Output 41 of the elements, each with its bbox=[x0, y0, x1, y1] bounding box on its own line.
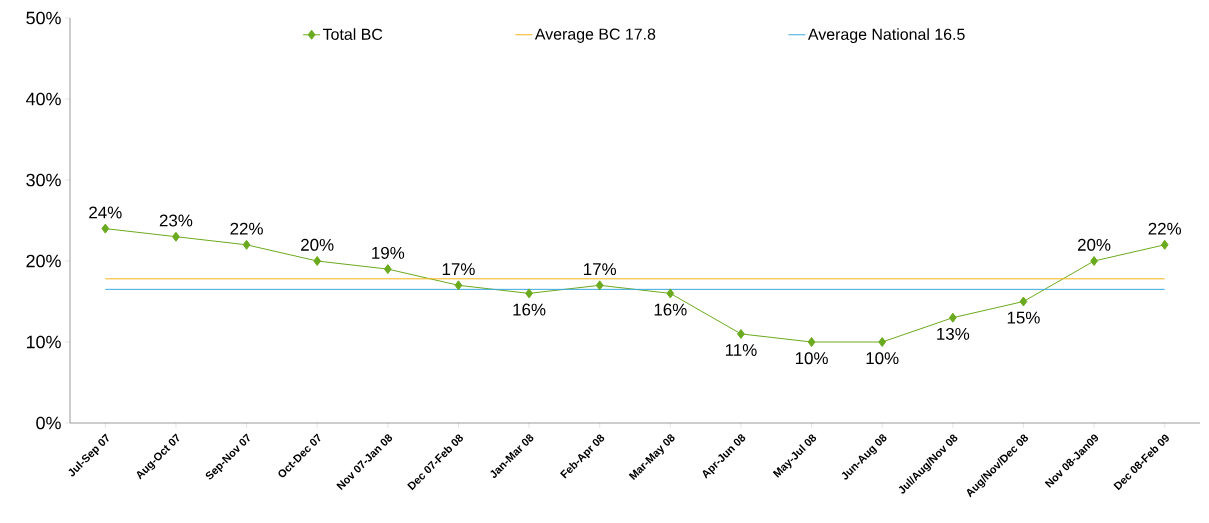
point bbox=[454, 280, 463, 291]
point bbox=[172, 231, 180, 242]
point bbox=[525, 288, 533, 299]
y-tick-label: 20% bbox=[26, 254, 61, 268]
legend-label: Average National 16.5 bbox=[807, 28, 965, 44]
point bbox=[948, 312, 957, 323]
point bbox=[1019, 296, 1028, 307]
text: 15% bbox=[1007, 311, 1040, 324]
text: 22% bbox=[230, 222, 263, 235]
text: 20% bbox=[1077, 238, 1111, 251]
y-tick-label: 10% bbox=[26, 335, 61, 349]
point bbox=[101, 223, 110, 234]
point bbox=[1160, 239, 1169, 250]
text: 10% bbox=[795, 352, 828, 365]
text: 16% bbox=[513, 303, 546, 316]
text: 23% bbox=[159, 214, 193, 227]
y-tick-label: 50% bbox=[26, 11, 61, 25]
text: 19% bbox=[372, 246, 405, 259]
point bbox=[595, 280, 604, 291]
text: 24% bbox=[89, 206, 122, 219]
text: 20% bbox=[301, 238, 334, 251]
legend-label: Total BC bbox=[322, 28, 383, 40]
point bbox=[383, 264, 392, 275]
point bbox=[242, 239, 251, 250]
text: 13% bbox=[937, 327, 970, 340]
point bbox=[807, 337, 816, 347]
text: 17% bbox=[442, 263, 475, 276]
text: 11% bbox=[725, 344, 757, 356]
legend-label: Average BC 17.8 bbox=[534, 28, 656, 43]
point bbox=[878, 337, 887, 347]
point bbox=[666, 288, 675, 299]
text: 16% bbox=[654, 303, 687, 316]
point bbox=[737, 328, 745, 339]
point bbox=[1090, 256, 1098, 266]
y-tick-label: 40% bbox=[25, 92, 61, 106]
text: 17% bbox=[584, 263, 617, 276]
y-tick-label: 30% bbox=[26, 173, 61, 187]
text: 22% bbox=[1148, 222, 1182, 235]
point bbox=[313, 256, 322, 266]
text: 10% bbox=[866, 352, 899, 365]
y-tick-label: 0% bbox=[36, 416, 61, 430]
